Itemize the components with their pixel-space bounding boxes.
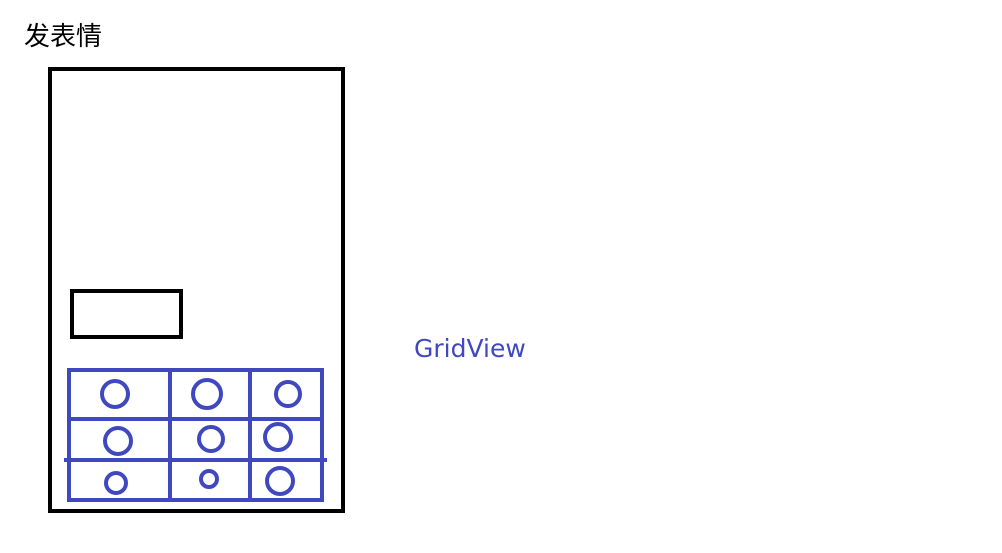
emoji-icon[interactable] xyxy=(199,469,219,489)
emoji-icon[interactable] xyxy=(265,466,295,496)
emoji-icon[interactable] xyxy=(104,471,128,495)
emoji-icon[interactable] xyxy=(191,378,223,410)
emoji-icon[interactable] xyxy=(263,422,293,452)
emoji-icon[interactable] xyxy=(274,380,302,408)
page-title: 发表情 xyxy=(24,22,103,52)
gridview xyxy=(64,368,327,502)
gridview-label: GridView xyxy=(414,334,526,363)
emoji-icon[interactable] xyxy=(103,426,133,456)
emoji-icon[interactable] xyxy=(197,425,225,453)
text-input-box[interactable] xyxy=(70,289,183,339)
emoji-icon[interactable] xyxy=(100,379,130,409)
phone-frame xyxy=(48,67,345,513)
gridview-border xyxy=(67,368,324,502)
